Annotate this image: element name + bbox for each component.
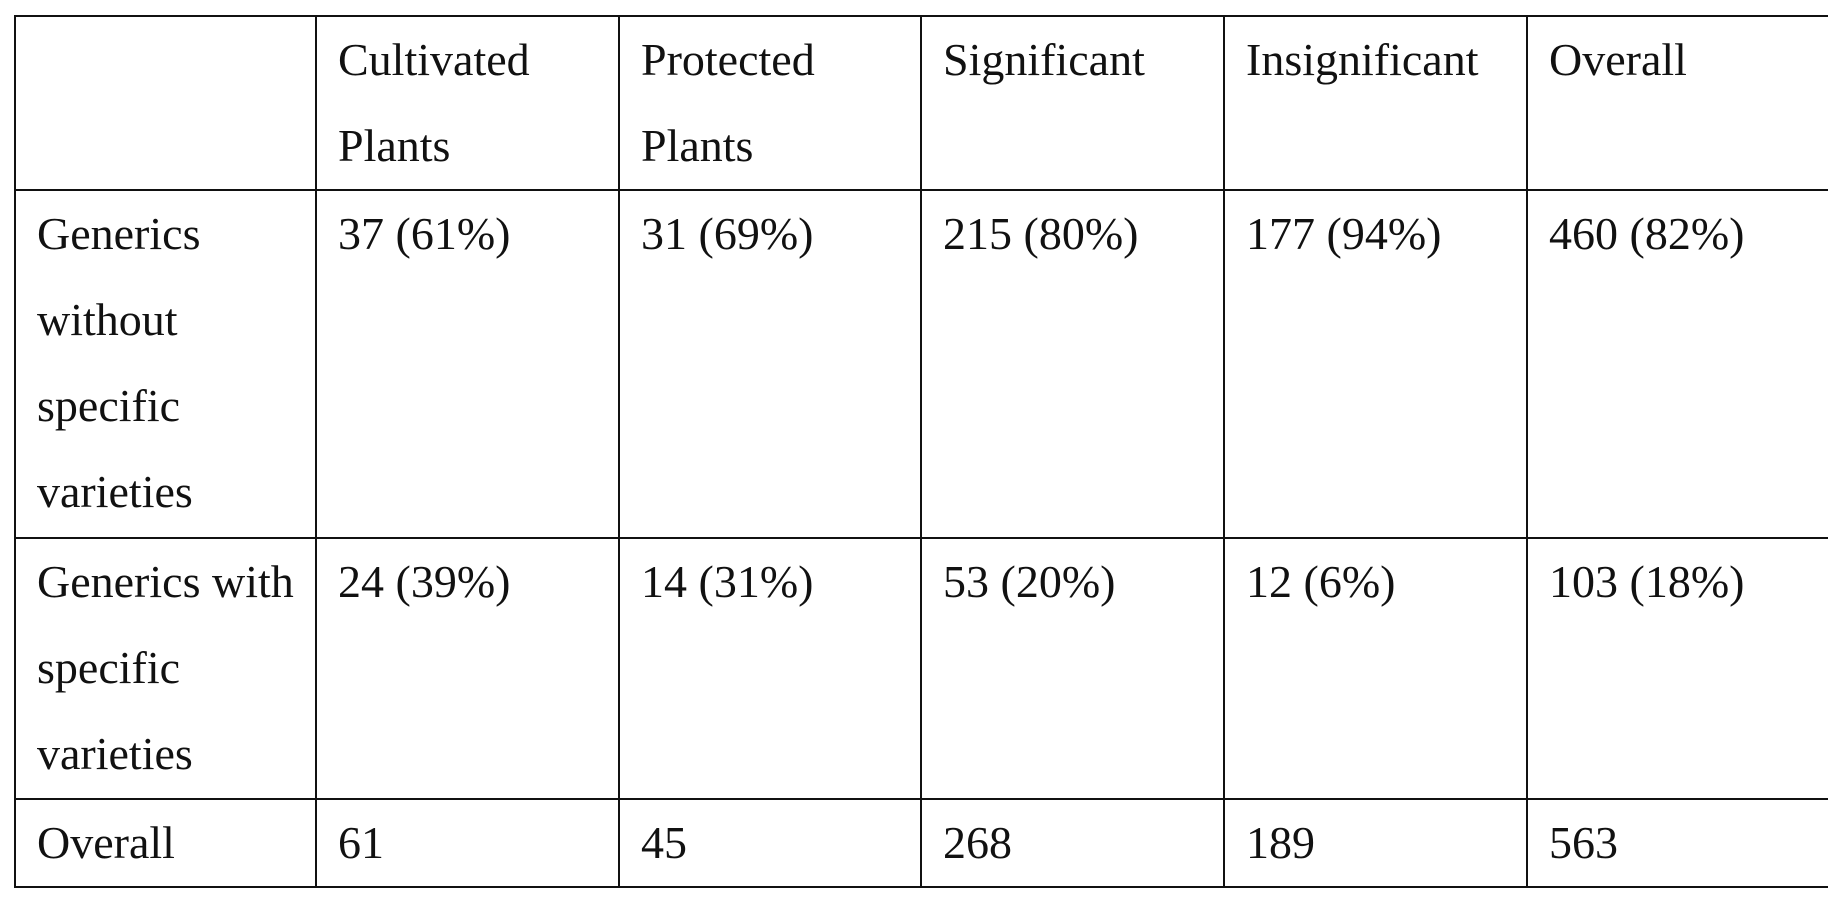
table-cell: 177 (94%)	[1223, 189, 1528, 539]
table-cell: 31 (69%)	[618, 189, 922, 539]
table-cell: 268	[920, 798, 1225, 888]
table-cell: Significant	[920, 15, 1225, 191]
table-cell: 12 (6%)	[1223, 537, 1528, 800]
table-cell: 460 (82%)	[1526, 189, 1828, 539]
table-body: Cultivated Plants Protected Plants Signifi…	[14, 15, 1828, 888]
table-cell: Insignificant	[1223, 15, 1528, 191]
table-cell: 189	[1223, 798, 1528, 888]
table-row: Generics with specific varieties 24 (39%)…	[14, 537, 1828, 800]
table-cell: 61	[315, 798, 620, 888]
table-cell: Generics without specific varieties	[14, 189, 317, 539]
table-cell: 215 (80%)	[920, 189, 1225, 539]
table-cell: Overall	[14, 798, 317, 888]
table-cell: Cultivated Plants	[315, 15, 620, 191]
table-cell: 24 (39%)	[315, 537, 620, 800]
table-cell: 53 (20%)	[920, 537, 1225, 800]
table-cell: 37 (61%)	[315, 189, 620, 539]
header-row: Cultivated Plants Protected Plants Signifi…	[14, 15, 1828, 191]
data-table: Cultivated Plants Protected Plants Signifi…	[14, 15, 1828, 888]
table-cell: 563	[1526, 798, 1828, 888]
table-cell: Overall	[1526, 15, 1828, 191]
table-cell: 45	[618, 798, 922, 888]
table-cell: Protected Plants	[618, 15, 922, 191]
table-cell: 14 (31%)	[618, 537, 922, 800]
table-cell: 103 (18%)	[1526, 537, 1828, 800]
table-row: Overall 61 45 268 189 563	[14, 798, 1828, 888]
empty-cell	[14, 15, 317, 191]
table-cell: Generics with specific varieties	[14, 537, 317, 800]
table-row: Generics without specific varieties 37 (6…	[14, 189, 1828, 539]
